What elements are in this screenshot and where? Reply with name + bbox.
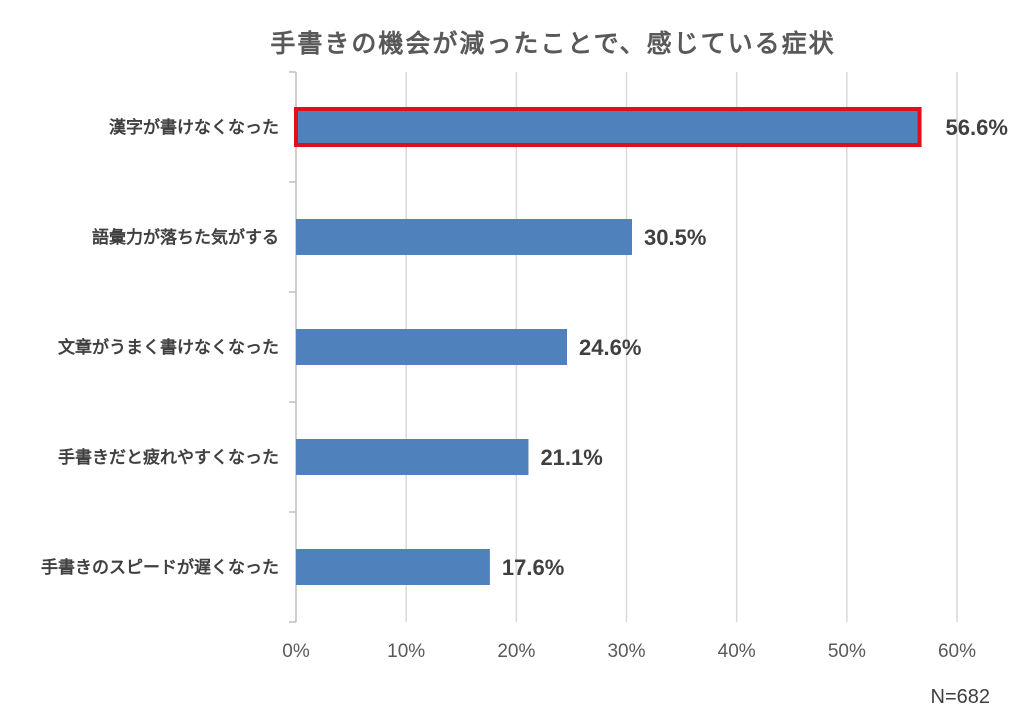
- bar-value-label: 24.6%: [579, 335, 641, 360]
- y-axis: 漢字が書けなくなった語彙力が落ちた気がする文章がうまく書けなくなった手書きだと疲…: [41, 117, 279, 578]
- bar: [296, 219, 633, 255]
- sample-size-note: N=682: [931, 686, 991, 708]
- category-label: 手書きのスピードが遅くなった: [41, 557, 279, 578]
- bar-value-label: 21.1%: [540, 445, 602, 470]
- bar-value-label: 17.6%: [502, 555, 564, 580]
- bars: 56.6% 30.5% 24.6% 21.1% 17.6%: [294, 107, 1008, 585]
- x-tick-label: 30%: [607, 641, 645, 662]
- x-tick-label: 0%: [282, 641, 310, 662]
- bar: [296, 329, 568, 365]
- category-label: 語彙力が落ちた気がする: [92, 227, 279, 248]
- bar: [296, 439, 529, 475]
- bar-highlighted: [294, 107, 922, 147]
- grid-lines: [289, 71, 958, 623]
- x-tick-label: 40%: [718, 641, 756, 662]
- x-tick-label: 60%: [938, 641, 976, 662]
- x-tick-label: 50%: [828, 641, 866, 662]
- bar-value-label: 56.6%: [946, 115, 1008, 140]
- x-tick-label: 20%: [497, 641, 535, 662]
- x-tick-label: 10%: [387, 641, 425, 662]
- category-label: 文章がうまく書けなくなった: [58, 337, 279, 358]
- category-label: 手書きだと疲れやすくなった: [58, 447, 279, 468]
- chart-title: 手書きの機会が減ったことで、感じている症状: [270, 29, 835, 58]
- x-axis: 0% 10% 20% 30% 40% 50% 60%: [282, 641, 976, 662]
- category-label: 漢字が書けなくなった: [109, 117, 279, 138]
- bar: [296, 549, 490, 585]
- bar-value-label: 30.5%: [644, 225, 706, 250]
